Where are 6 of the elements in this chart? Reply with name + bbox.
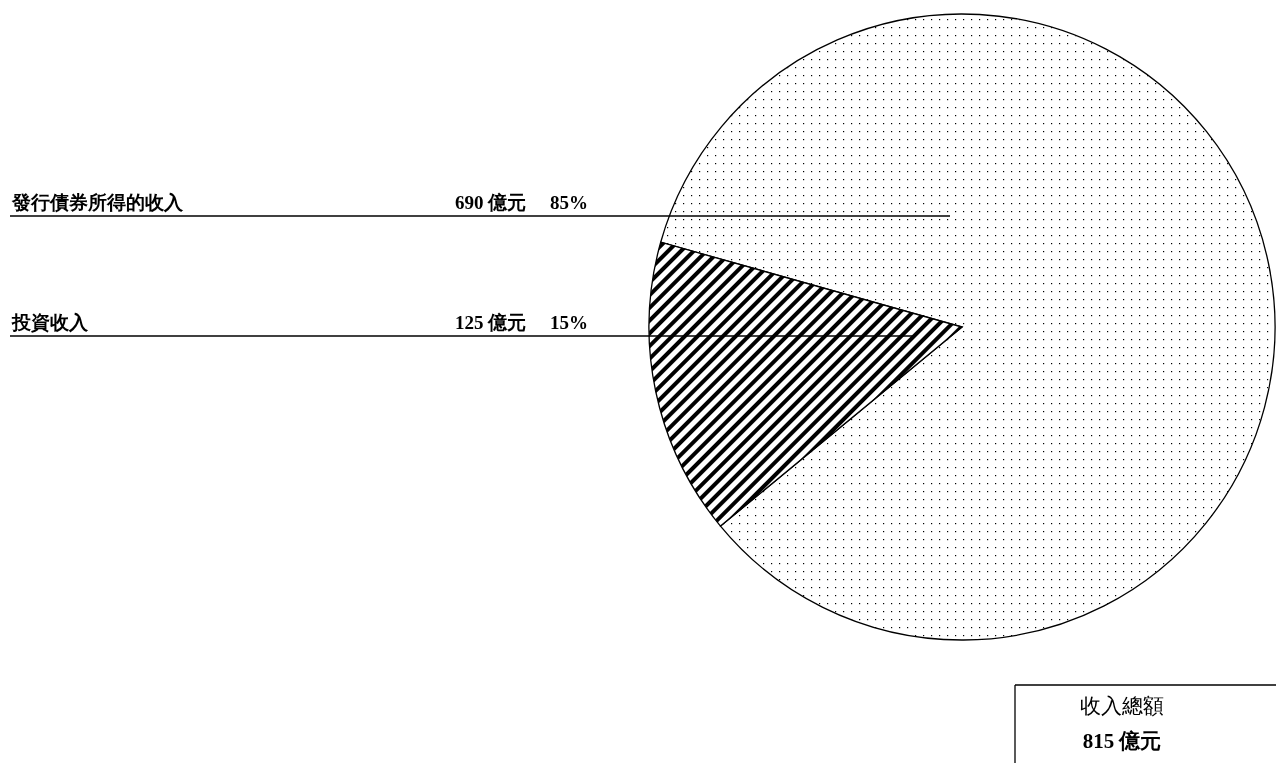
data-label: 690 億元 85% <box>455 192 588 213</box>
data-label: 125 億元 15% <box>455 312 588 333</box>
slice-label: 發行債券所得的收入 <box>11 192 184 213</box>
text: 收入總額 <box>1080 694 1164 718</box>
slice-label: 投資收入 <box>11 312 89 333</box>
text: 815 億元 <box>1082 729 1162 753</box>
